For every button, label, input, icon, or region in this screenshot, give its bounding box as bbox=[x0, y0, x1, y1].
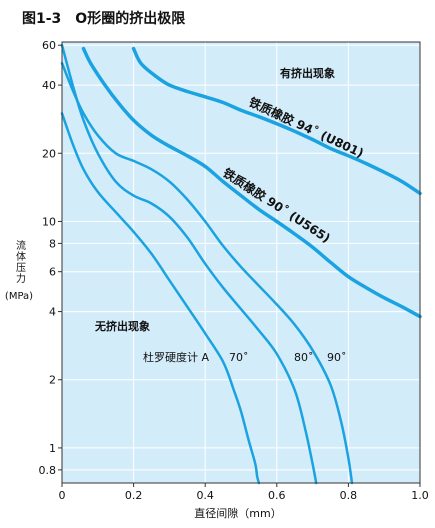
plot-background bbox=[62, 42, 420, 483]
annotation-region-lower: 无挤出现象 bbox=[94, 319, 150, 333]
series-lines bbox=[60, 43, 422, 485]
y-tick-label: 2 bbox=[49, 374, 56, 387]
hardness-prefix-label: 杜罗硬度计 A bbox=[143, 350, 209, 364]
y-tick-label: 6 bbox=[49, 266, 56, 279]
x-axis-label: 直径间隙（mm） bbox=[194, 506, 281, 520]
y-tick-label: 0.8 bbox=[39, 464, 57, 477]
annotation-region-upper: 有挤出现象 bbox=[280, 66, 335, 80]
series-line-90 bbox=[60, 61, 354, 485]
x-tick-label: 0.6 bbox=[268, 489, 286, 502]
plot-frame bbox=[61, 41, 421, 484]
series-line-u801 bbox=[131, 46, 422, 196]
series-line-80 bbox=[60, 43, 318, 485]
x-tick-label: 0 bbox=[59, 489, 66, 502]
series-line-u565 bbox=[81, 46, 422, 319]
y-axis-unit: (MPa) bbox=[4, 291, 34, 302]
x-tick-label: 0.8 bbox=[340, 489, 358, 502]
x-tick-label: 0.4 bbox=[196, 489, 214, 502]
y-tick-label: 10 bbox=[42, 215, 56, 228]
hardness-80-label: 80˚ bbox=[294, 351, 314, 364]
y-tick-label: 20 bbox=[42, 147, 56, 160]
grid bbox=[62, 42, 420, 483]
hardness-70-label: 70˚ bbox=[229, 351, 249, 364]
hardness-90-label: 90˚ bbox=[327, 351, 347, 364]
x-tick-label: 1.0 bbox=[411, 489, 429, 502]
y-axis-label: 流体压力 bbox=[13, 240, 25, 284]
y-tick-label: 1 bbox=[49, 442, 56, 455]
axis-ticks: 0 0.2 0.4 0.6 0.8 1.0 0.8 1 2 4 6 8 10 20 40 60 bbox=[39, 39, 429, 502]
figure-title: 图1-3 O形圈的挤出极限 bbox=[22, 11, 186, 27]
y-tick-label: 4 bbox=[49, 306, 56, 319]
y-tick-label: 8 bbox=[49, 237, 56, 250]
x-tick-label: 0.2 bbox=[125, 489, 143, 502]
series-line-70 bbox=[60, 112, 261, 485]
y-tick-label: 40 bbox=[42, 79, 56, 92]
y-tick-label: 60 bbox=[42, 39, 56, 52]
y-axis-label-group: 流体压力 (MPa) bbox=[4, 240, 34, 303]
